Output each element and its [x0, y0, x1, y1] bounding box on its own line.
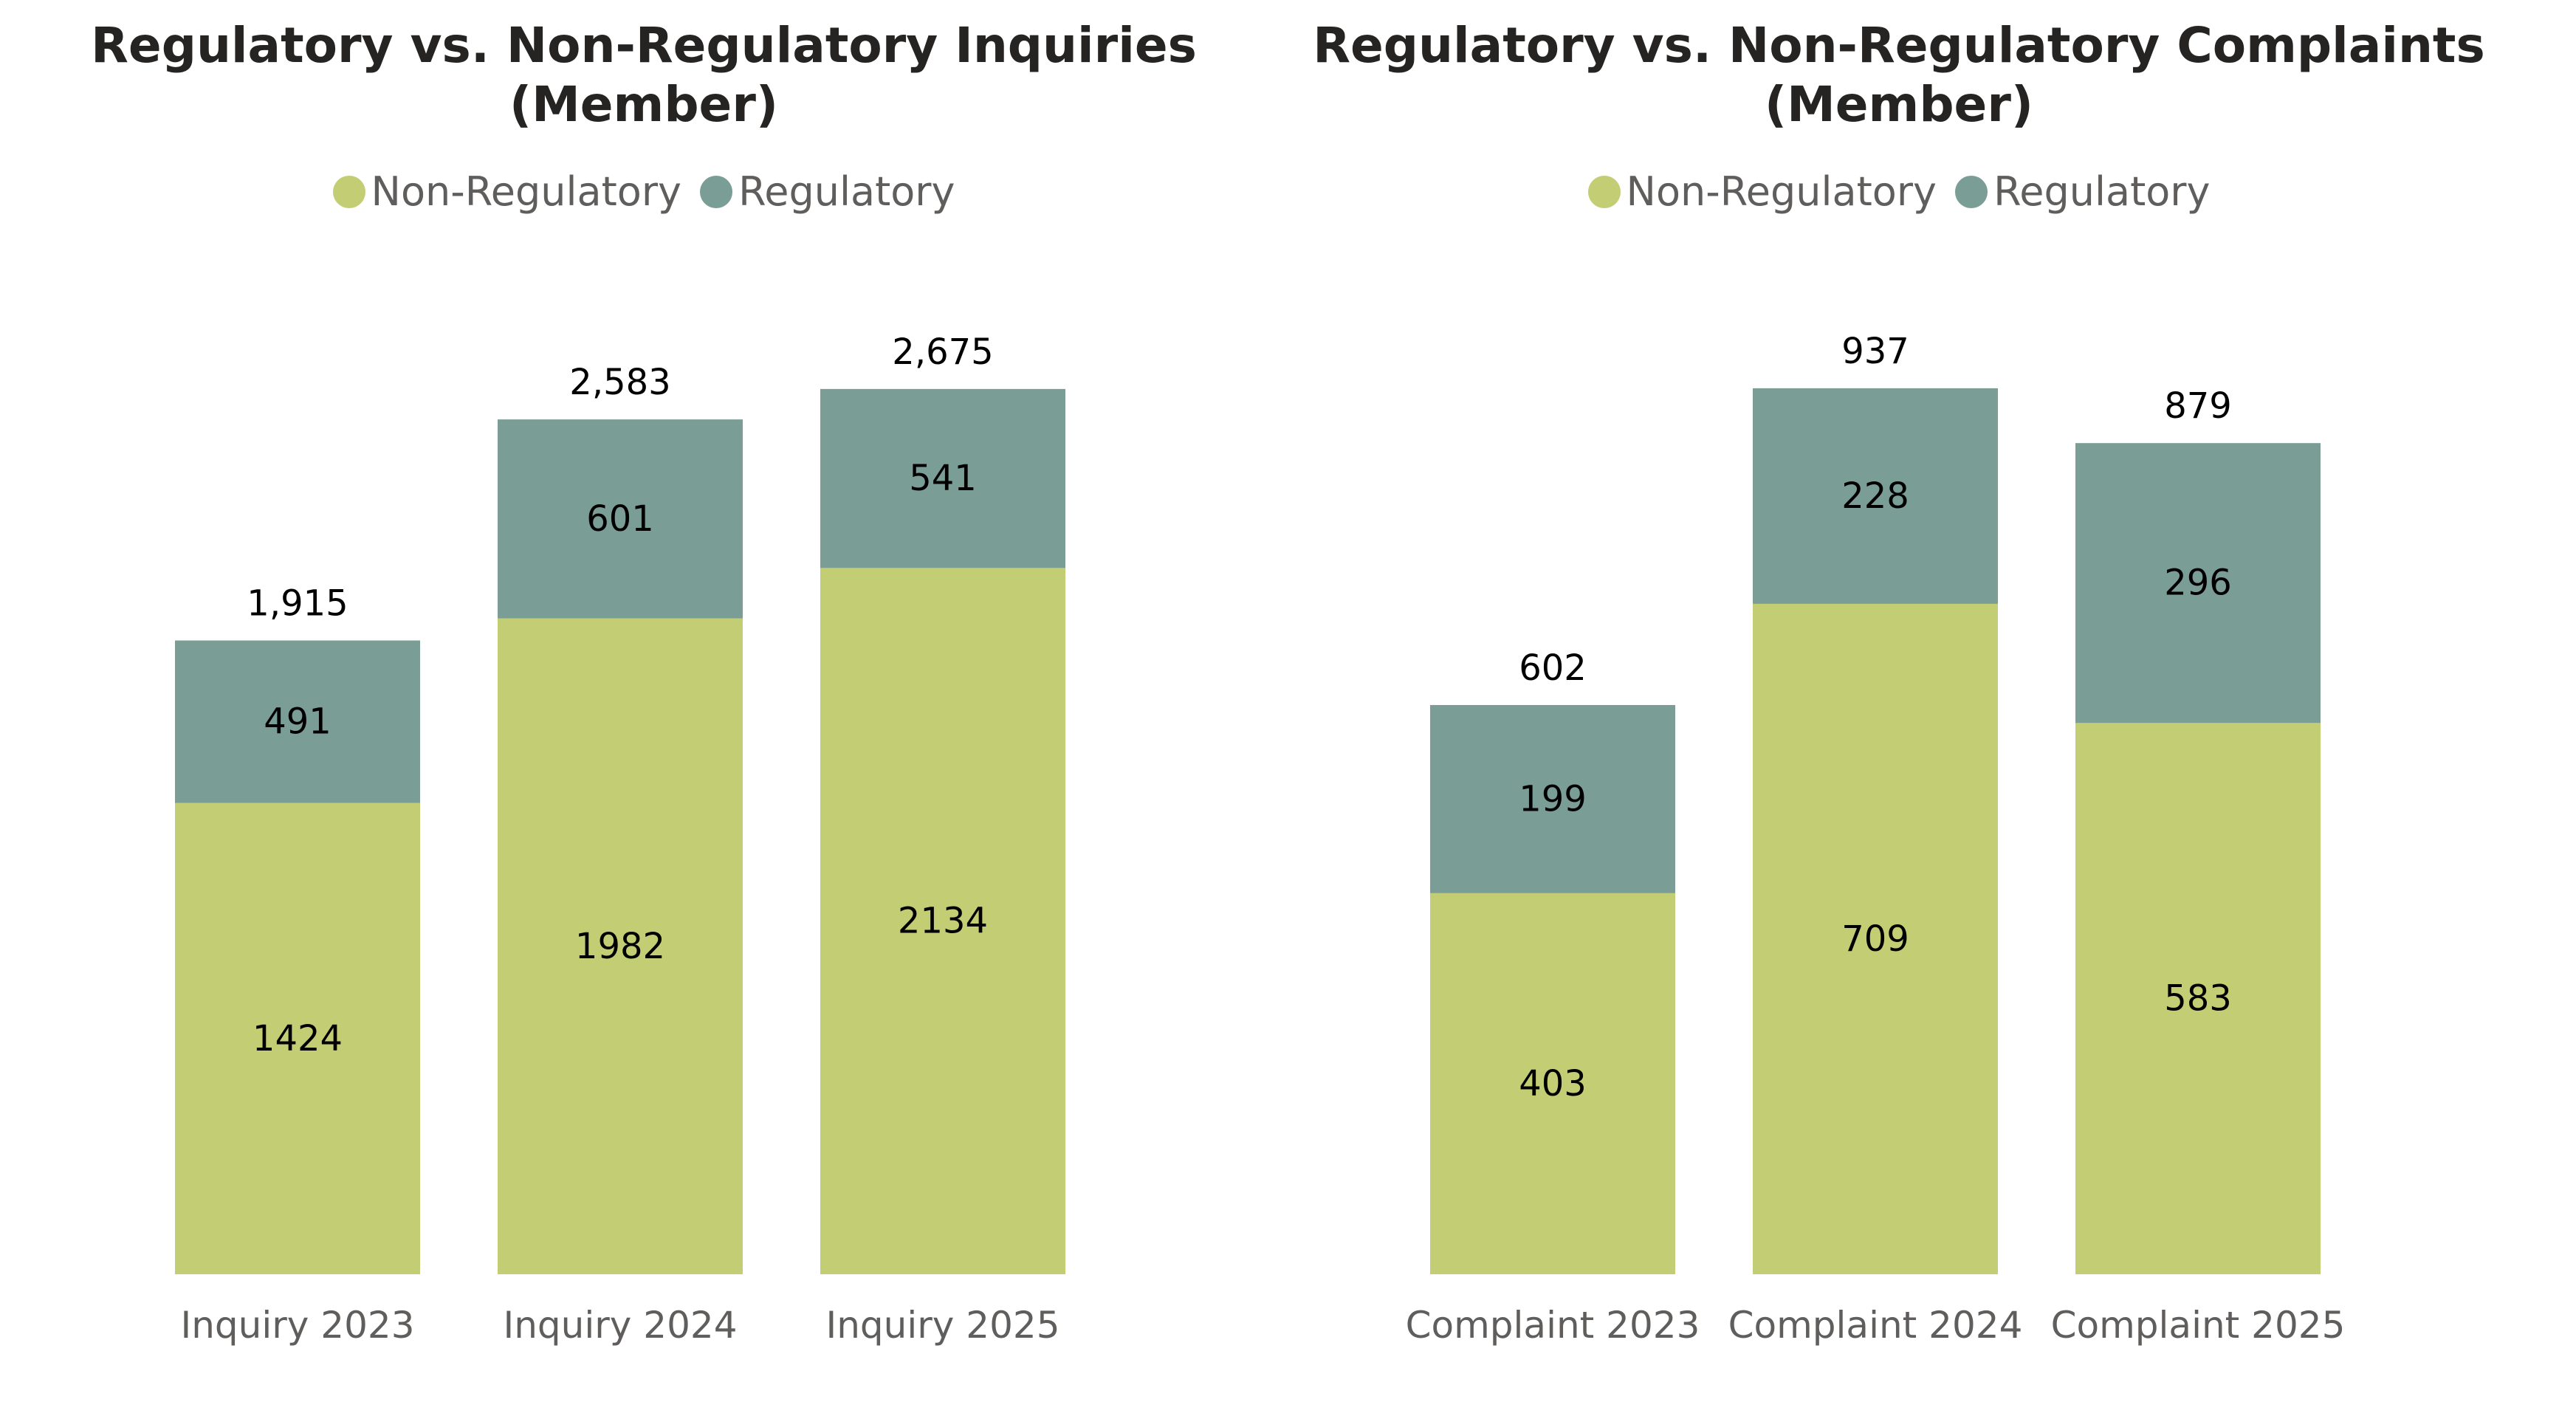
x-tick-label: Inquiry 2023 [180, 1304, 414, 1347]
bar-regulatory [498, 419, 743, 619]
total-label: 879 [2164, 385, 2232, 427]
x-tick-label: Inquiry 2025 [825, 1304, 1059, 1347]
regulatory-swatch-icon [1955, 175, 1988, 208]
non-regulatory-swatch-icon [1587, 175, 1621, 208]
bar-regulatory [2075, 443, 2321, 724]
legend-label-non-regulatory: Non-Regulatory [371, 168, 681, 215]
chart-legend: Non-Regulatory Regulatory [0, 168, 1288, 218]
data-label-non-regulatory: 403 [1519, 1063, 1587, 1104]
legend-item-non-regulatory[interactable]: Non-Regulatory [332, 168, 681, 215]
data-label-non-regulatory: 2134 [898, 901, 988, 942]
total-label: 2,583 [569, 362, 670, 403]
bar-regulatory [1753, 388, 1998, 604]
x-tick-label: Inquiry 2024 [503, 1304, 737, 1347]
legend-label-regulatory: Regulatory [738, 168, 955, 215]
data-label-regulatory: 296 [2164, 563, 2232, 604]
regulatory-swatch-icon [700, 175, 733, 208]
data-label-non-regulatory: 1424 [253, 1018, 343, 1059]
chart-title-line-1: Regulatory vs. Non-Regulatory Inquiries [91, 17, 1197, 74]
total-label: 2,675 [892, 331, 993, 373]
bar-regulatory [175, 640, 420, 803]
total-label: 602 [1519, 647, 1587, 689]
bar-non-regulatory [498, 618, 743, 1274]
data-label-non-regulatory: 583 [2164, 978, 2232, 1020]
bar-regulatory [1430, 704, 1675, 893]
data-label-non-regulatory: 709 [1841, 918, 1909, 960]
legend-label-non-regulatory: Non-Regulatory [1626, 168, 1937, 215]
data-label-regulatory: 491 [264, 701, 332, 743]
non-regulatory-swatch-icon [332, 175, 365, 208]
data-label-regulatory: 199 [1519, 778, 1587, 819]
data-label-regulatory: 228 [1841, 475, 1909, 517]
chart-title: Regulatory vs. Non-Regulatory Complaints… [1255, 16, 2543, 134]
bar-non-regulatory [1753, 603, 1998, 1274]
legend-item-non-regulatory[interactable]: Non-Regulatory [1587, 168, 1937, 215]
x-tick-label: Complaint 2023 [1406, 1304, 1700, 1347]
legend-item-regulatory[interactable]: Regulatory [700, 168, 955, 215]
x-tick-label: Complaint 2024 [1728, 1304, 2023, 1347]
x-tick-label: Complaint 2025 [2051, 1304, 2346, 1347]
total-label: 1,915 [247, 583, 348, 625]
bar-non-regulatory [175, 802, 420, 1274]
total-label: 937 [1841, 331, 1909, 372]
data-label-regulatory: 601 [586, 498, 654, 540]
bar-regulatory [820, 388, 1065, 568]
chart-legend: Non-Regulatory Regulatory [1255, 168, 2543, 218]
data-label-non-regulatory: 1982 [575, 926, 665, 967]
bar-non-regulatory [820, 568, 1065, 1274]
complaints-plot-area: 403 199 602 Complaint 2023 709 228 937 Complain… [1406, 331, 2346, 1347]
inquiries-plot-area: 1424 491 1,915 Inquiry 2023 1982 601 2,583 Inqu… [175, 331, 1065, 1347]
bar-non-regulatory [1430, 893, 1675, 1274]
chart-title-line-1: Regulatory vs. Non-Regulatory Complaints [1313, 17, 2485, 74]
chart-title: Regulatory vs. Non-Regulatory Inquiries … [0, 16, 1288, 134]
complaints-chart-panel: Regulatory vs. Non-Regulatory Complaints… [1255, 0, 2543, 1416]
legend-item-regulatory[interactable]: Regulatory [1955, 168, 2210, 215]
data-label-regulatory: 541 [909, 458, 977, 499]
inquiries-chart-panel: Regulatory vs. Non-Regulatory Inquiries … [0, 16, 1288, 1347]
bar-non-regulatory [2075, 723, 2321, 1274]
chart-title-line-2: (Member) [509, 76, 779, 133]
legend-label-regulatory: Regulatory [1993, 168, 2211, 215]
chart-title-line-2: (Member) [1764, 76, 2034, 133]
